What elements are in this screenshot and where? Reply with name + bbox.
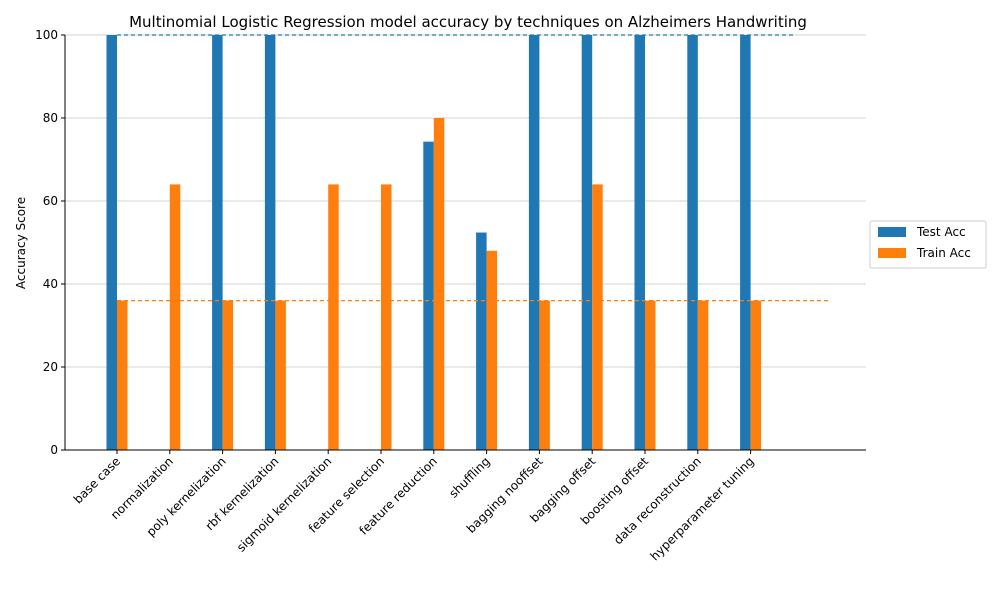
y-tick-label: 0 (50, 443, 58, 457)
y-tick-labels: 0 20 40 60 80 100 (35, 28, 65, 457)
y-axis-label: Accuracy Score (14, 197, 28, 289)
bar-test-acc (106, 35, 117, 450)
bar-train-acc (486, 250, 498, 450)
bar-train-acc (697, 300, 709, 450)
bar-train-acc (645, 300, 656, 450)
y-tick-label: 20 (43, 360, 58, 374)
x-tick-label: hyperparameter tuning (648, 454, 757, 563)
bar-train-acc (381, 184, 392, 450)
bar-train-acc (328, 184, 339, 450)
bar-train-acc (433, 118, 445, 450)
bar-test-acc (423, 141, 434, 450)
bars (106, 35, 762, 450)
gridlines (65, 34, 866, 368)
bar-test-acc (634, 35, 645, 450)
bar-train-acc (592, 184, 603, 450)
axes (64, 35, 866, 451)
y-tick-label: 40 (43, 277, 58, 291)
x-tick-label: base case (71, 454, 123, 506)
bar-train-acc (539, 300, 550, 450)
bar-train-acc (222, 300, 234, 450)
bar-train-acc (750, 300, 762, 450)
bar-test-acc (212, 35, 223, 450)
chart-title: Multinomial Logistic Regression model ac… (129, 13, 807, 31)
y-tick-label: 100 (35, 28, 58, 42)
bar-test-acc (581, 35, 593, 450)
legend: Test Acc Train Acc (869, 220, 987, 269)
y-tick-label: 80 (43, 111, 58, 125)
bar-test-acc (740, 35, 751, 450)
x-tick-label: shuffling (446, 454, 492, 500)
bar-test-acc (687, 35, 698, 450)
bar-test-acc (528, 35, 540, 450)
bar-train-acc (169, 184, 181, 450)
bar-train-acc (117, 300, 128, 450)
x-tick-label: data reconstruction (611, 454, 704, 547)
legend-swatch (878, 227, 906, 237)
bar-test-acc (476, 232, 487, 450)
bar-train-acc (275, 300, 286, 450)
legend-entry: Test Acc (916, 225, 966, 239)
x-tick-label: sigmoid kernelization (234, 454, 334, 554)
bar-test-acc (264, 35, 276, 450)
legend-swatch (878, 248, 906, 258)
y-tick-label: 60 (43, 194, 58, 208)
reference-lines (117, 34, 830, 302)
legend-entry: Train Acc (916, 246, 971, 260)
